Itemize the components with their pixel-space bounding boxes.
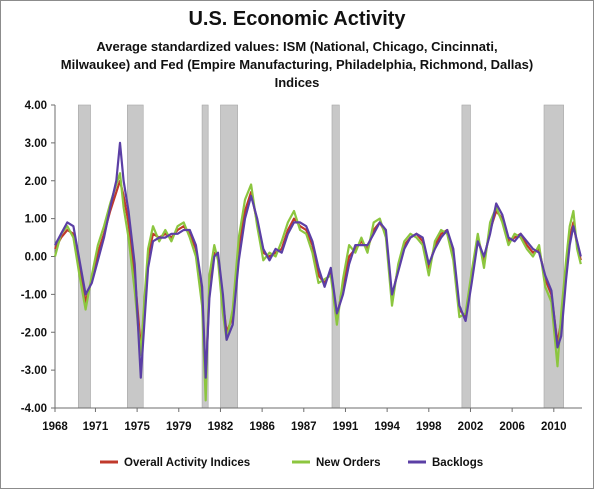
y-tick-label: 4.00 <box>25 100 47 112</box>
x-tick-label: 1968 <box>42 421 68 433</box>
x-tick-label: 1971 <box>83 421 109 433</box>
x-tick-label: 1998 <box>416 421 442 433</box>
series-line-2 <box>53 172 582 402</box>
recession-band-6 <box>461 104 471 409</box>
recession-band-5 <box>331 104 340 409</box>
y-tick-label: -3.00 <box>21 365 47 377</box>
y-tick-label: -1.00 <box>21 289 47 301</box>
recession-band-7 <box>543 104 564 409</box>
tick-labels: 4.00 3.00 2.00 1.00 0.00 -1.00 -2.00 -3.00 -4.00… <box>21 100 567 433</box>
y-tick-label: 0.00 <box>25 252 47 264</box>
legend-label-3: Backlogs <box>432 457 483 469</box>
x-tick-label: 1979 <box>166 421 192 433</box>
chart-title: U.S. Economic Activity <box>188 8 406 30</box>
x-tick-label: 2010 <box>541 421 567 433</box>
recession-band-1 <box>77 104 91 409</box>
x-tick-label: 1975 <box>124 421 150 433</box>
x-tick-label: 1986 <box>249 421 275 433</box>
recession-band-4 <box>220 104 238 409</box>
series-lines <box>53 141 582 402</box>
legend-label-2: New Orders <box>316 457 381 469</box>
y-tick-label: -4.00 <box>21 403 47 415</box>
x-tick-label: 1994 <box>374 421 400 433</box>
series-line-3 <box>54 141 582 379</box>
legend-label-1: Overall Activity Indices <box>124 457 250 469</box>
x-tick-label: 1991 <box>333 421 359 433</box>
y-tick-label: 1.00 <box>25 214 47 226</box>
chart-subtitle: Average standardized values: ISM (Nation… <box>60 39 534 90</box>
y-tick-label: 3.00 <box>25 138 47 150</box>
x-tick-label: 2006 <box>499 421 525 433</box>
y-tick-label: -2.00 <box>21 327 47 339</box>
legend: Overall Activity Indices New Orders Backlo… <box>100 457 483 469</box>
x-tick-label: 1987 <box>291 421 317 433</box>
x-tick-label: 2002 <box>458 421 484 433</box>
y-tick-label: 2.00 <box>25 176 47 188</box>
x-tick-label: 1982 <box>208 421 234 433</box>
